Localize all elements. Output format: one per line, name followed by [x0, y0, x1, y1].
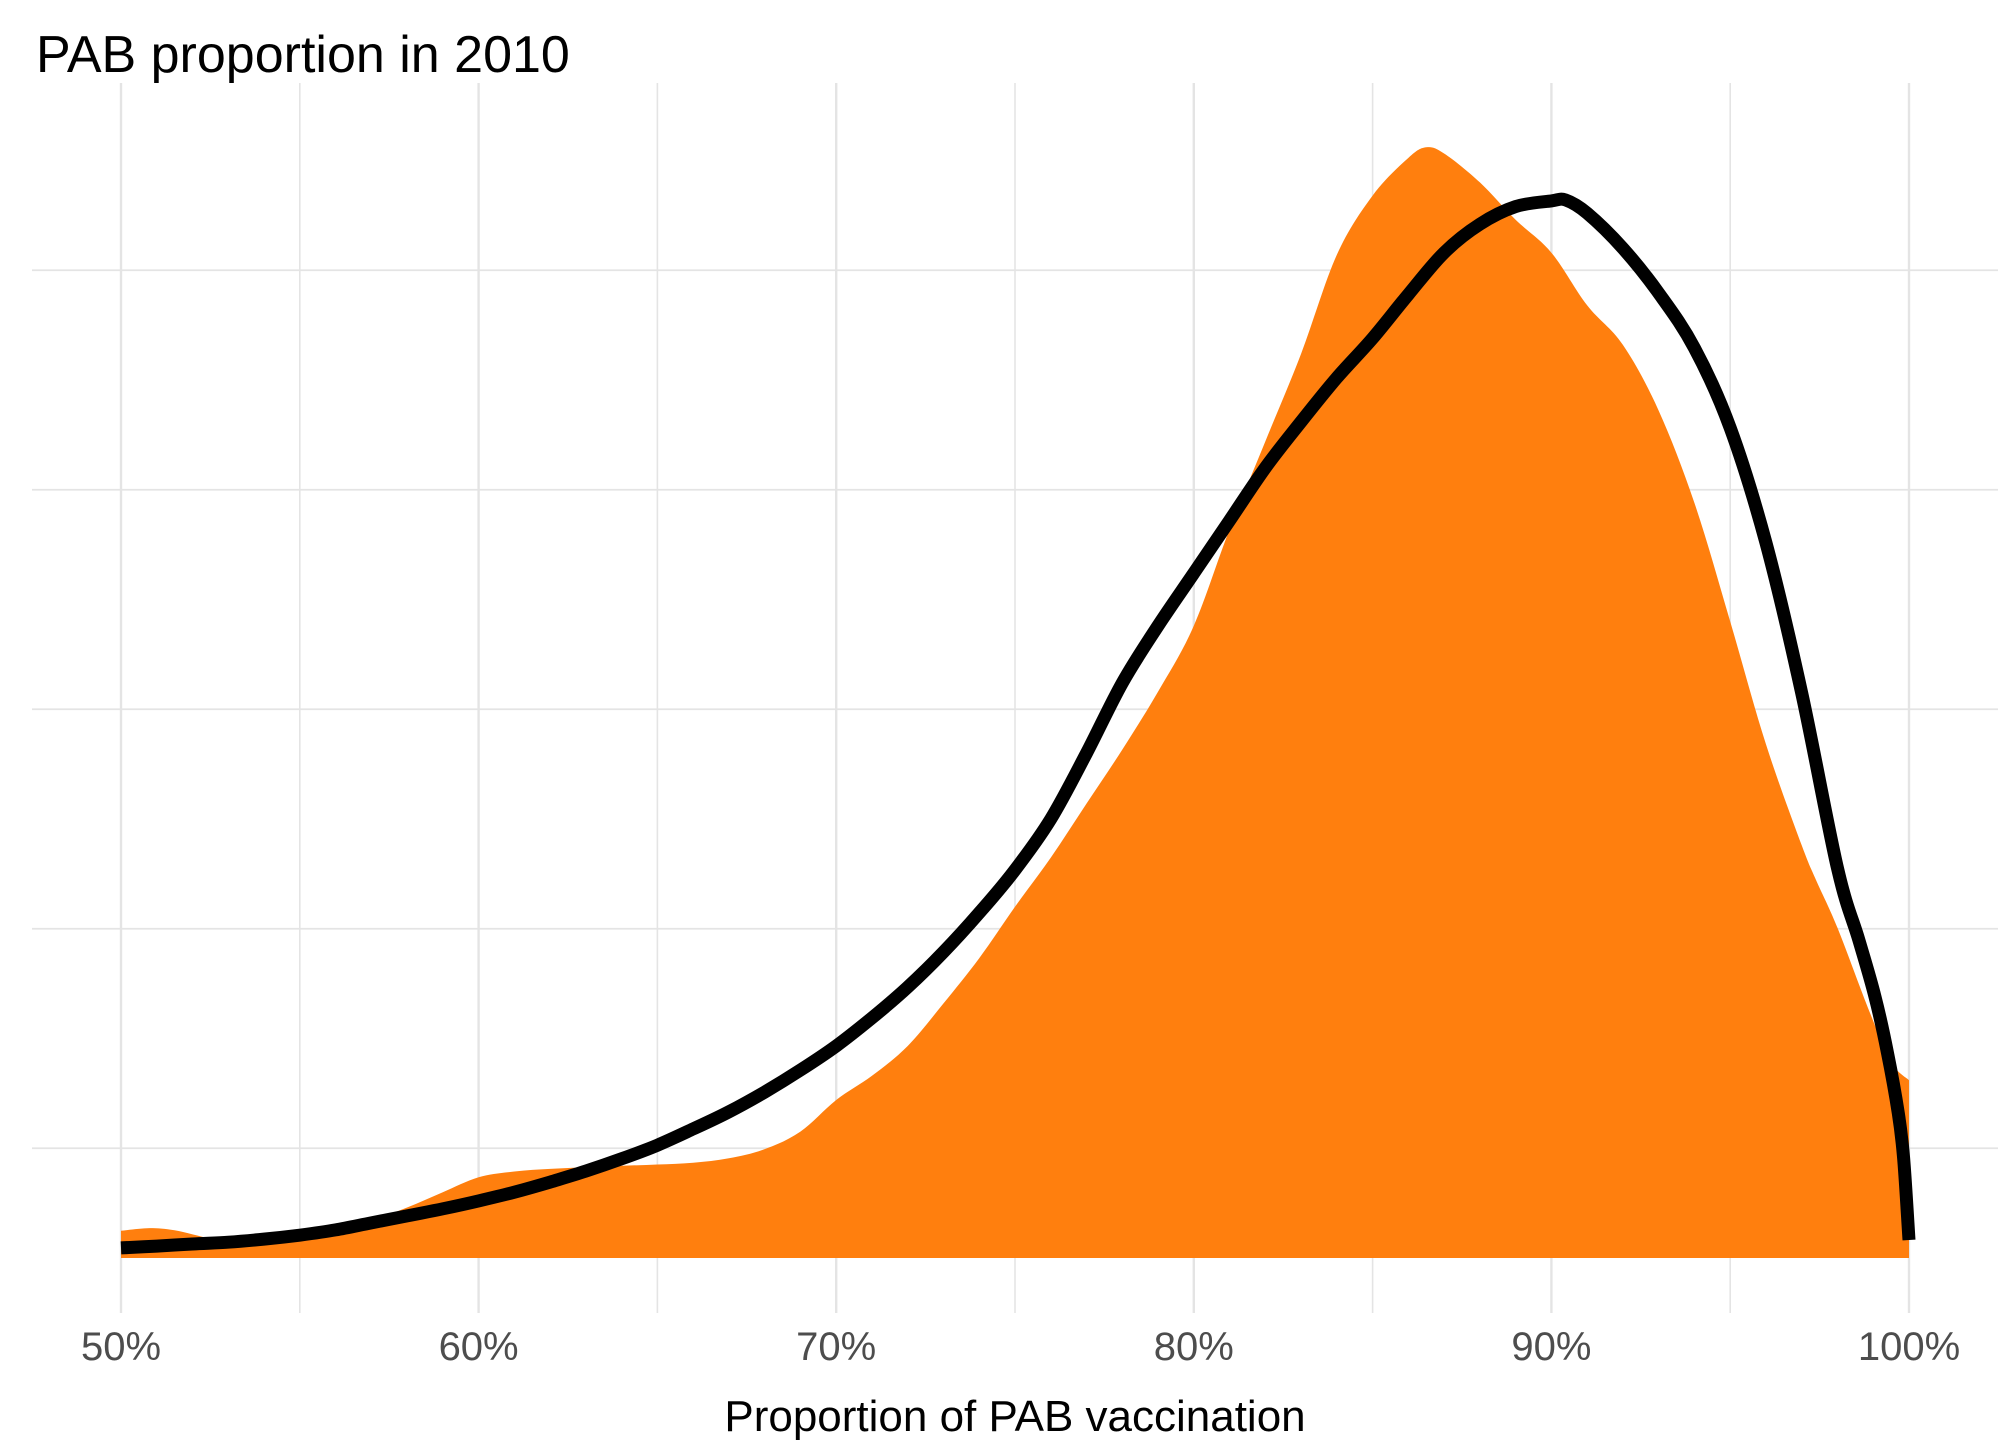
- x-axis-tick-labels: 50% 60% 70% 80% 90% 100%: [81, 1325, 1960, 1369]
- x-tick-label: 90%: [1511, 1325, 1591, 1369]
- x-tick-label: 60%: [439, 1325, 519, 1369]
- x-tick-label: 80%: [1154, 1325, 1234, 1369]
- x-tick-label: 70%: [796, 1325, 876, 1369]
- plot-title: PAB proportion in 2010: [36, 26, 570, 84]
- x-tick-label: 100%: [1858, 1325, 1960, 1369]
- density-area: [121, 147, 1909, 1258]
- x-tick-label: 50%: [81, 1325, 161, 1369]
- fitted-curve-line: [120, 192, 1916, 1255]
- x-axis-title: Proportion of PAB vaccination: [724, 1392, 1305, 1440]
